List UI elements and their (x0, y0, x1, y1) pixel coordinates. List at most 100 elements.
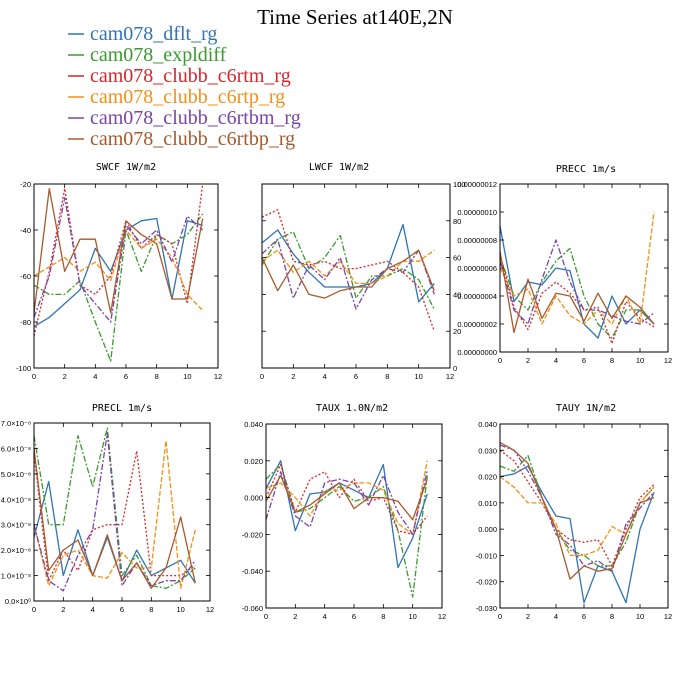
series-line (33, 450, 196, 582)
x-tick-label: 2 (526, 356, 530, 365)
x-tick-label: 8 (385, 372, 389, 381)
legend: cam078_dflt_rgcam078_expldiffcam078_club… (68, 23, 301, 150)
y-tick-label: 0.030 (478, 446, 497, 455)
y-tick-label: 6.0×10⁻⁸ (1, 444, 31, 453)
chart-panel: PRECC 1m/s 0 2 4 6 8 10 12 0.00000000 0.00000002 0… (457, 164, 672, 365)
panel-title: TAUY 1N/m2 (556, 403, 616, 414)
series-line (33, 448, 196, 589)
y-tick-label: 4.0×10⁻⁸ (1, 495, 31, 504)
y-tick-label: 60 (453, 254, 461, 263)
panels: SWCF 1W/m2 0 2 4 6 8 10 12 -100 -80 -60 -40 -20 LWCF … (1, 162, 672, 621)
y-tick-label: -60 (20, 272, 31, 281)
x-tick-label: 10 (176, 605, 184, 614)
y-tick-label: 0.0×10⁰ (5, 597, 31, 606)
y-tick-label: -100 (16, 364, 31, 373)
series-line (33, 440, 196, 589)
x-tick-label: 6 (120, 605, 124, 614)
y-tick-label: 7.0×10⁻⁸ (1, 419, 31, 428)
y-tick-label: 0.00000002 (457, 320, 497, 329)
panel-title: LWCF 1W/m2 (309, 162, 369, 173)
x-tick-label: 8 (610, 356, 614, 365)
y-tick-label: -0.020 (476, 578, 497, 587)
series-line (265, 463, 428, 598)
series-line (499, 239, 655, 325)
y-tick-label: 0.020 (478, 473, 497, 482)
x-tick-label: 6 (124, 372, 128, 381)
x-tick-label: 12 (664, 356, 672, 365)
y-tick-label: 0.00000006 (457, 264, 497, 273)
series-line (33, 217, 203, 328)
series-line (33, 183, 204, 336)
series-line (499, 444, 655, 572)
y-tick-label: 0.00000000 (457, 348, 497, 357)
x-tick-label: 10 (414, 372, 422, 381)
legend-entry: cam078_clubb_c6rtm_rg (90, 65, 291, 87)
panel-title: PRECL 1m/s (92, 403, 152, 414)
x-tick-label: 2 (293, 612, 297, 621)
series-line (33, 187, 204, 314)
plot-frame (499, 183, 669, 353)
y-tick-label: 0.040 (478, 420, 497, 429)
y-tick-label: 0.00000008 (457, 236, 497, 245)
series-line (33, 213, 204, 362)
y-tick-label: -80 (20, 318, 31, 327)
x-tick-label: 0 (498, 612, 502, 621)
x-tick-label: 10 (636, 612, 644, 621)
x-tick-label: 8 (381, 612, 385, 621)
y-tick-label: -0.040 (242, 567, 263, 576)
y-tick-label: 0 (453, 364, 457, 373)
series-line (265, 469, 428, 536)
x-tick-label: 0 (32, 605, 36, 614)
legend-entry: cam078_clubb_c6rtbp_rg (90, 128, 295, 150)
panel-title: PRECC 1m/s (556, 164, 616, 175)
y-tick-label: 40 (453, 290, 461, 299)
plot-frame (261, 183, 451, 369)
y-tick-label: 0.00000010 (457, 208, 497, 217)
y-tick-label: -0.020 (242, 530, 263, 539)
panel-title: TAUX 1.0N/m2 (316, 403, 388, 414)
y-tick-label: -20 (20, 180, 31, 189)
series-line (499, 454, 655, 567)
x-tick-label: 6 (352, 612, 356, 621)
y-tick-label: 0.000 (244, 494, 263, 503)
y-tick-label: 80 (453, 217, 461, 226)
chart-panel: TAUX 1.0N/m2 0 2 4 6 8 10 12 -0.060 -0.040 -0.020 0… (242, 403, 446, 621)
series-line (265, 460, 428, 536)
y-tick-label: -0.060 (242, 604, 263, 613)
series-line (499, 476, 655, 557)
legend-entry: cam078_dflt_rg (90, 23, 217, 45)
y-tick-label: 5.0×10⁻⁸ (1, 470, 31, 479)
x-tick-label: 12 (206, 605, 214, 614)
x-tick-label: 0 (32, 372, 36, 381)
y-tick-label: 0.020 (244, 457, 263, 466)
series-line (499, 465, 655, 604)
y-tick-label: 0.000 (478, 525, 497, 534)
x-tick-label: 12 (214, 372, 222, 381)
legend-entry: cam078_clubb_c6rtbm_rg (90, 107, 301, 129)
x-tick-label: 6 (582, 612, 586, 621)
y-tick-label: -40 (20, 226, 31, 235)
panel-title: SWCF 1W/m2 (96, 162, 156, 173)
x-tick-label: 2 (291, 372, 295, 381)
series-line (499, 251, 655, 334)
x-tick-label: 2 (61, 605, 65, 614)
y-tick-label: 0.00000004 (457, 292, 497, 301)
legend-entry: cam078_clubb_c6rtp_rg (90, 86, 285, 108)
x-tick-label: 6 (354, 372, 358, 381)
series-line (33, 427, 196, 589)
series-line (261, 223, 435, 303)
y-tick-label: 20 (453, 327, 461, 336)
x-tick-label: 4 (554, 612, 558, 621)
x-tick-label: 4 (93, 372, 97, 381)
x-tick-label: 12 (664, 612, 672, 621)
series-line (261, 209, 435, 332)
x-tick-label: 4 (323, 612, 327, 621)
x-tick-label: 6 (582, 356, 586, 365)
x-tick-label: 2 (526, 612, 530, 621)
series-line (33, 432, 196, 592)
x-tick-label: 12 (446, 372, 454, 381)
x-tick-label: 10 (183, 372, 191, 381)
x-tick-label: 4 (91, 605, 95, 614)
